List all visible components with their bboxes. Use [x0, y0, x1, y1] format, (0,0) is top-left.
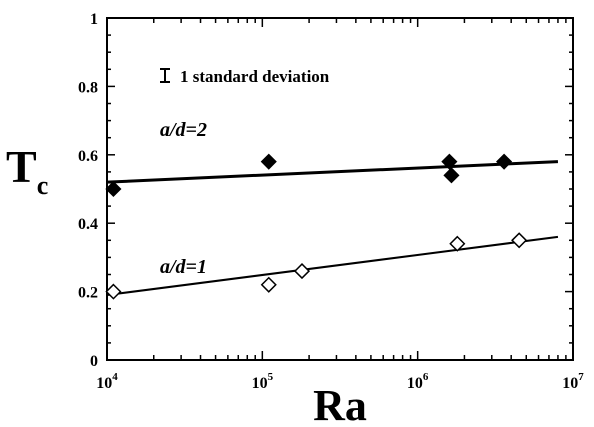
fit-line-series-1 [106, 235, 559, 297]
filled-diamond-point [441, 153, 458, 170]
open-diamond-point [293, 263, 311, 280]
filled-diamond-point [260, 153, 277, 170]
open-diamond-point [449, 235, 466, 252]
open-diamond-point [260, 276, 277, 293]
y-tick-label: 1 [90, 11, 98, 28]
open-diamond-point [105, 283, 122, 300]
y-tick-label: 0.6 [78, 148, 98, 165]
plot-frame [106, 17, 574, 361]
y-tick-label: 0.8 [78, 79, 98, 96]
axis-ticks [106, 17, 574, 361]
y-tick-label: 0.4 [78, 216, 98, 233]
x-tick-label-exp: 5 [268, 371, 274, 383]
legend-text: 1 standard deviation [180, 67, 330, 86]
fit-line-series-0 [106, 160, 559, 184]
filled-diamond-point [105, 180, 122, 198]
y-axis-title: Tc [6, 141, 48, 200]
fit-lines [106, 160, 559, 297]
x-tick-label-exp: 4 [112, 371, 118, 383]
open-diamond-point [511, 232, 528, 249]
x-tick-label-exp: 7 [578, 371, 584, 383]
y-tick-label: 0 [90, 353, 98, 370]
x-tick-label-exp: 6 [423, 371, 429, 383]
x-tick-label-base: 10 [562, 375, 578, 392]
y-tick-label: 0.2 [78, 285, 98, 302]
x-tick-label-base: 10 [96, 375, 112, 392]
x-tick-label: 107 [562, 371, 584, 392]
x-tick-label: 106 [407, 371, 429, 392]
x-tick-label-base: 10 [407, 375, 423, 392]
series-label-ad1: a/d=1 [160, 256, 207, 278]
x-tick-label-base: 10 [252, 375, 268, 392]
y-axis-title-sub: c [37, 171, 49, 200]
y-axis-title-base: T [6, 141, 37, 192]
filled-diamond-point [443, 167, 460, 184]
x-tick-label: 104 [96, 371, 118, 392]
error-bar-legend: 1 standard deviation [160, 67, 330, 86]
filled-diamond-point [496, 153, 513, 170]
x-tick-label: 105 [252, 371, 274, 392]
data-markers [105, 153, 528, 300]
series-label-ad2: a/d=2 [160, 119, 207, 141]
x-axis-title: Ra [313, 381, 367, 427]
